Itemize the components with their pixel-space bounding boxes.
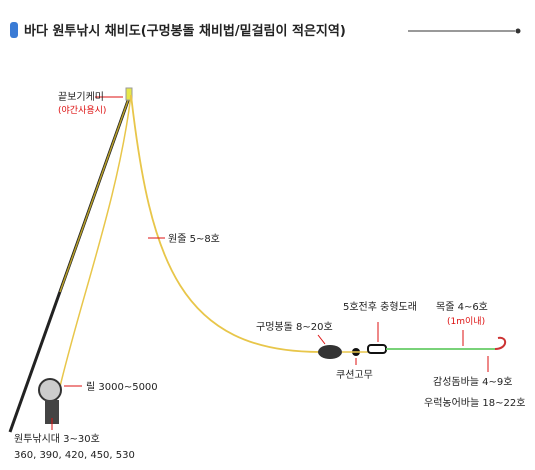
tip-light xyxy=(125,87,133,101)
label-note: (1m이내) xyxy=(447,316,485,327)
label: 우럭농어바늘 18~22호 xyxy=(424,397,525,409)
arrow xyxy=(317,334,326,345)
label: 5호전후 충형도래 xyxy=(343,301,417,313)
sinker xyxy=(318,345,342,359)
hook xyxy=(494,336,507,350)
swivel xyxy=(367,344,387,354)
line-on-rod xyxy=(57,94,132,396)
main-line xyxy=(130,94,321,353)
label: 릴 3000~5000 xyxy=(86,380,158,393)
label: 감성돔바늘 4~9호 xyxy=(433,376,512,388)
label: 끝보기케미 xyxy=(58,91,104,103)
title-dot xyxy=(515,28,521,34)
reel xyxy=(38,378,62,402)
reel-handle xyxy=(45,400,59,424)
label: 360, 390, 420, 450, 530 xyxy=(14,450,135,461)
label: 목줄 4~6호 xyxy=(436,301,488,313)
title: 바다 원투낚시 채비도(구멍봉돌 채비법/밑걸림이 적은지역) xyxy=(24,23,346,39)
label: 원투낚시대 3~30호 xyxy=(14,433,100,445)
label: 구멍봉돌 8~20호 xyxy=(256,321,333,333)
label-note: (야간사용시) xyxy=(58,105,106,116)
label: 쿠션고무 xyxy=(336,369,373,381)
rod-tip xyxy=(59,94,131,293)
title-icon xyxy=(10,22,18,38)
label: 원줄 5~8호 xyxy=(168,233,220,245)
